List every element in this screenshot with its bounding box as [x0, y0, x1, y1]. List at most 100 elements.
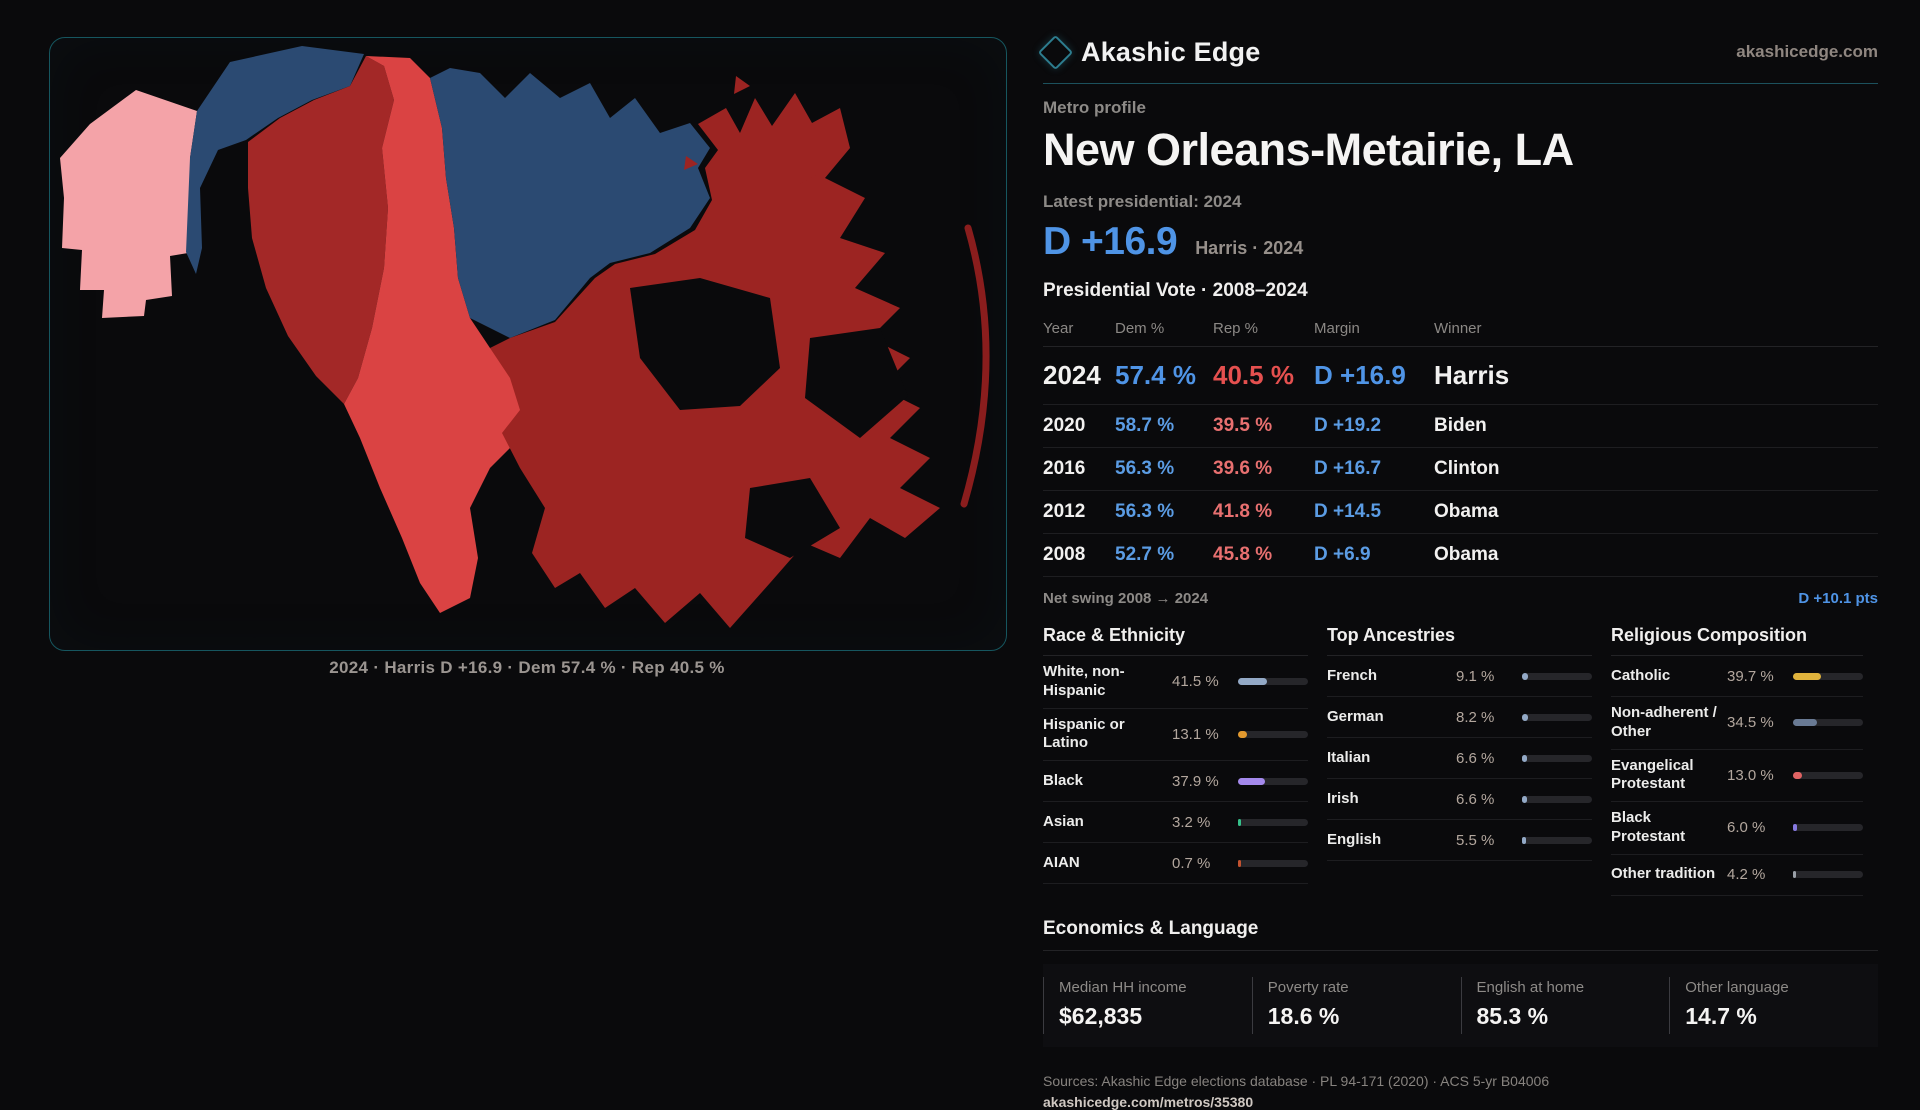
vote-table-column-header: Winner — [1434, 320, 1482, 337]
economics-stat-value: 14.7 % — [1685, 1002, 1757, 1029]
demographic-value: 0.7 % — [1172, 854, 1211, 872]
latest-label: Latest presidential: 2024 — [1043, 192, 1242, 211]
vote-table-row: 2012 56.3 % 41.8 % D +14.5 Obama — [1043, 491, 1878, 534]
economics-stat: English at home 85.3 % — [1460, 976, 1670, 1034]
vote-margin: D +16.7 — [1314, 458, 1382, 479]
demographics-column-title: Top Ancestries — [1327, 625, 1592, 656]
vote-table-title: Presidential Vote · 2008–2024 — [1043, 280, 1308, 301]
demographic-label: Asian — [1043, 812, 1084, 830]
demographic-value: 41.5 % — [1172, 673, 1219, 691]
demographic-bar-fill — [1522, 713, 1528, 721]
net-swing-value: D +10.1 pts — [1798, 590, 1878, 607]
economics-title: Economics & Language — [1043, 918, 1878, 951]
demographic-row: Black Protestant 6.0 % — [1611, 802, 1863, 855]
vote-table-column-header: Year — [1043, 320, 1074, 337]
demographic-bar-track — [1238, 730, 1308, 738]
demographic-row: AIAN 0.7 % — [1043, 843, 1308, 884]
metro-permalink[interactable]: akashicedge.com/metros/35380 — [1043, 1093, 1254, 1110]
map-islet-3 — [684, 156, 698, 170]
demographic-row: Non-adherent / Other 34.5 % — [1611, 697, 1863, 750]
vote-winner: Clinton — [1434, 458, 1500, 479]
vote-margin: D +19.2 — [1314, 415, 1382, 436]
demographic-bar-fill — [1522, 836, 1526, 844]
economics-stat-label: Other language — [1685, 978, 1789, 996]
demographic-label: Catholic — [1611, 666, 1671, 684]
vote-year: 2016 — [1043, 458, 1086, 479]
vote-table-row: 2016 56.3 % 39.6 % D +16.7 Clinton — [1043, 448, 1878, 491]
map-region-navy-west — [186, 46, 364, 274]
headline-margin-row: D +16.9 Harris · 2024 — [1043, 220, 1878, 264]
economics-stat: Median HH income $62,835 — [1043, 976, 1252, 1034]
map-islet-1 — [734, 76, 750, 94]
vote-dem-pct: 58.7 % — [1115, 415, 1175, 436]
demographic-row: German 8.2 % — [1327, 697, 1592, 738]
demographic-label: Black Protestant — [1611, 809, 1686, 845]
demographic-row: English 5.5 % — [1327, 820, 1592, 861]
demographic-label: English — [1327, 830, 1382, 848]
economics-stat-label: English at home — [1476, 978, 1585, 996]
page-title: New Orleans-Metairie, LA — [1043, 124, 1574, 175]
demographic-bar-track — [1522, 754, 1592, 762]
demographic-bar-track — [1238, 859, 1308, 867]
vote-table-header: Year Dem % Rep % Margin Winner — [1043, 314, 1878, 347]
demographic-value: 39.7 % — [1727, 667, 1774, 685]
map-region-bright-strip — [344, 56, 536, 613]
kicker: Metro profile — [1043, 98, 1146, 117]
vote-table-column-header: Dem % — [1115, 320, 1165, 337]
demographic-bar-fill — [1522, 672, 1529, 680]
demographics-column-title: Religious Composition — [1611, 625, 1863, 656]
map-islet-2 — [800, 164, 818, 184]
vote-winner: Obama — [1434, 544, 1499, 565]
economics-stat-label: Median HH income — [1059, 978, 1187, 996]
demographic-bar-fill — [1238, 859, 1241, 867]
demographic-value: 6.6 % — [1456, 790, 1495, 808]
vote-table-column-header: Rep % — [1213, 320, 1259, 337]
demographic-row: Hispanic or Latino 13.1 % — [1043, 709, 1308, 761]
vote-winner: Harris — [1434, 360, 1510, 390]
brand-url-link[interactable]: akashicedge.com — [1736, 42, 1878, 61]
vote-rep-pct: 45.8 % — [1213, 544, 1273, 565]
vote-year: 2024 — [1043, 360, 1101, 390]
demographic-value: 6.0 % — [1727, 819, 1766, 837]
demographic-value: 13.0 % — [1727, 766, 1774, 784]
demographic-label: Italian — [1327, 748, 1371, 766]
map-bay-central — [630, 278, 780, 410]
map-bay-south — [745, 478, 840, 558]
demographic-row: Other tradition 4.2 % — [1611, 855, 1863, 896]
vote-table-row: 2024 57.4 % 40.5 % D +16.9 Harris — [1043, 347, 1878, 405]
vote-table-column-header: Margin — [1314, 320, 1360, 337]
metro-map-panel — [49, 37, 1007, 651]
headline-caption: Harris · 2024 — [1195, 238, 1304, 258]
demographic-value: 13.1 % — [1172, 725, 1219, 743]
vote-table-row: 2020 58.7 % 39.5 % D +19.2 Biden — [1043, 405, 1878, 448]
vote-year: 2012 — [1043, 501, 1086, 522]
demographic-label: German — [1327, 707, 1384, 725]
demographic-value: 5.5 % — [1456, 831, 1495, 849]
map-region-brick-west — [248, 56, 394, 404]
demographic-bar-track — [1238, 777, 1308, 785]
demographics-column: Top Ancestries French 9.1 % German 8.2 % Ital… — [1327, 625, 1592, 896]
demographic-value: 6.6 % — [1456, 749, 1495, 767]
map-region-pink — [60, 90, 197, 318]
demographic-bar-fill — [1522, 795, 1527, 803]
vote-table: Year Dem % Rep % Margin Winner 2024 57.4 % 40.5… — [1043, 314, 1878, 577]
demographics-column: Religious Composition Catholic 39.7 % Non-a… — [1611, 625, 1863, 896]
demographic-bar-fill — [1793, 824, 1798, 832]
vote-rep-pct: 41.8 % — [1213, 501, 1273, 522]
demographic-bar-fill — [1522, 754, 1527, 762]
economics-stats: Median HH income $62,835 Poverty rate 18.6 … — [1043, 963, 1878, 1047]
demographic-bar-track — [1522, 713, 1592, 721]
demographic-bar-fill — [1793, 871, 1796, 878]
vote-year: 2020 — [1043, 415, 1086, 436]
demographic-value: 8.2 % — [1456, 708, 1495, 726]
demographic-row: French 9.1 % — [1327, 656, 1592, 697]
demographic-label: AIAN — [1043, 853, 1080, 871]
demographics-column-title: Race & Ethnicity — [1043, 625, 1308, 656]
economics-stat-value: 85.3 % — [1476, 1002, 1549, 1029]
demographic-label: Evangelical Protestant — [1611, 756, 1694, 793]
demographic-bar-fill — [1238, 818, 1241, 826]
demographic-bar-track — [1793, 672, 1863, 680]
demographic-bar-track — [1238, 678, 1308, 686]
parish-map — [60, 46, 990, 628]
demographic-bar-fill — [1238, 777, 1265, 785]
